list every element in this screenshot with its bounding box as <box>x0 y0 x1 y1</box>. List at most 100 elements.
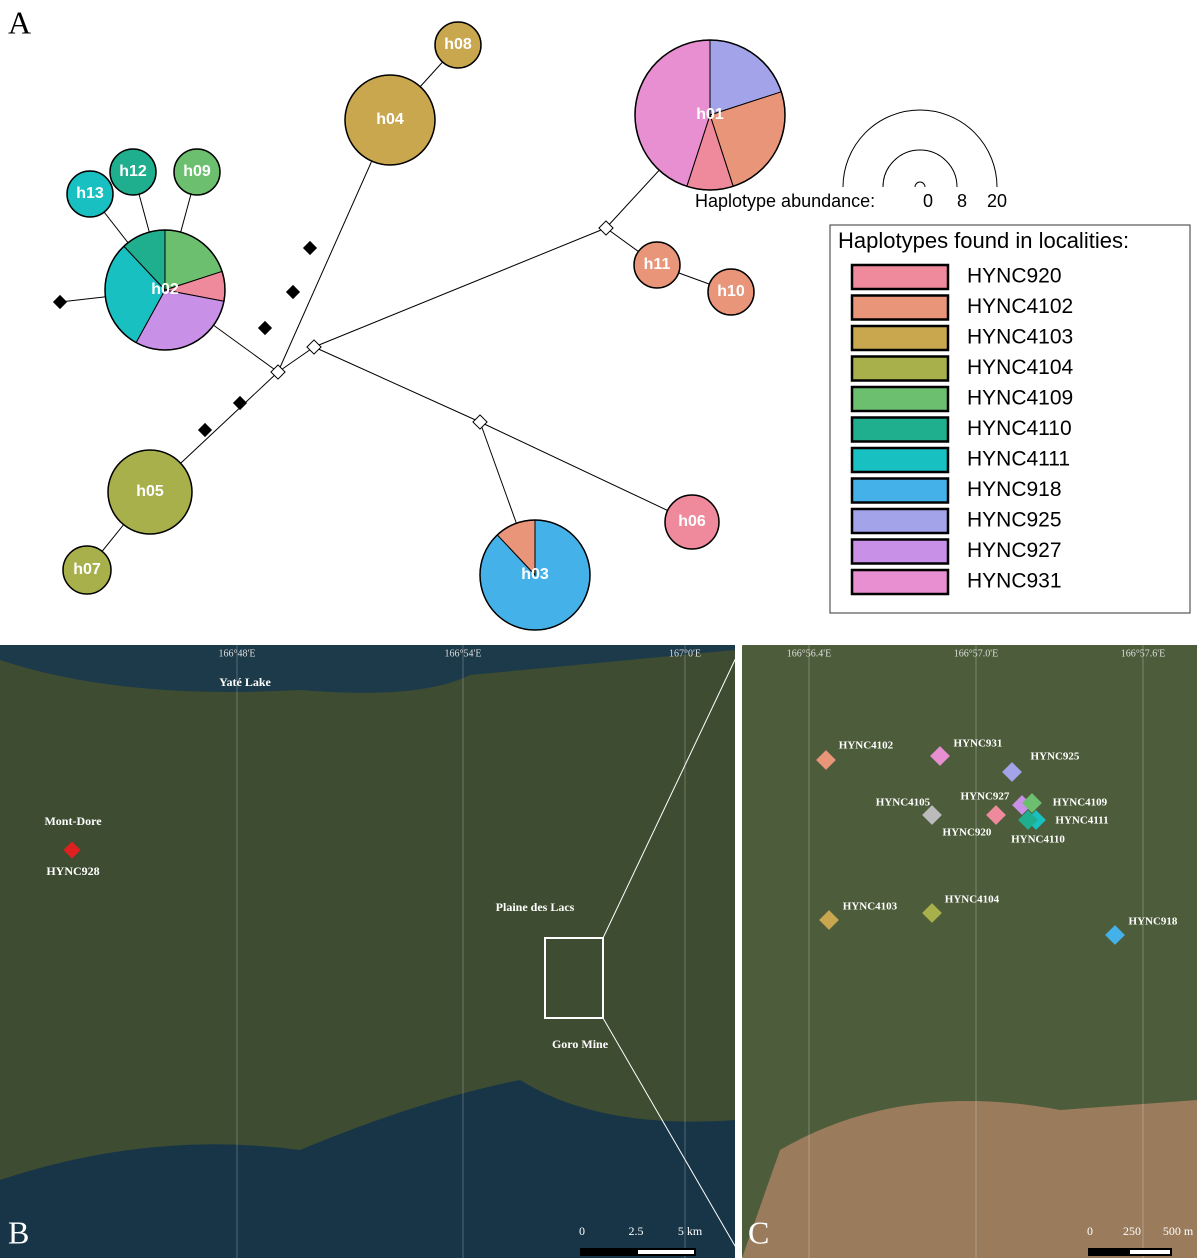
legend-swatch <box>850 538 950 565</box>
legend-label: HYNC925 <box>967 509 1062 532</box>
site-label: HYNC920 <box>943 827 992 839</box>
node-outline <box>344 74 436 166</box>
node-label: h05 <box>136 483 164 500</box>
node-label: h09 <box>183 163 211 180</box>
missing-haplotype <box>302 240 318 256</box>
legend-swatch <box>850 568 950 596</box>
water <box>0 1080 735 1258</box>
edge <box>479 421 693 523</box>
place-label: Mont-Dore <box>44 814 102 828</box>
scale-label: 0 <box>579 1224 585 1238</box>
legend-swatch <box>850 355 950 382</box>
site-marker <box>63 841 81 859</box>
scale-label: 0 <box>1087 1224 1093 1238</box>
zoom-line <box>602 1017 743 1258</box>
scale-bar <box>1130 1250 1170 1254</box>
legend-label: HYNC927 <box>967 539 1062 562</box>
site-marker <box>922 805 942 825</box>
node-label: h13 <box>76 185 104 202</box>
node-label: h12 <box>119 163 147 180</box>
site-label: HYNC4111 <box>1055 815 1108 827</box>
missing-haplotype <box>197 422 213 438</box>
abundance-scale <box>842 109 998 188</box>
legend-title: Haplotypes found in localities: <box>838 228 1129 253</box>
legend-swatch <box>850 477 950 504</box>
node-outline <box>434 21 482 69</box>
missing-haplotype <box>285 284 301 300</box>
site-marker <box>1018 810 1038 830</box>
longitude-label: 166°54'E <box>445 648 482 659</box>
longitude-label: 166°57.0'E <box>954 648 998 659</box>
site-marker <box>819 910 839 930</box>
legend-label: HYNC4110 <box>967 417 1072 440</box>
legend-label: HYNC931 <box>967 570 1062 593</box>
legend-swatch <box>850 294 950 321</box>
panel-label: C <box>748 1214 769 1250</box>
mine <box>742 1100 1197 1258</box>
node-outline <box>107 449 193 535</box>
place-label: HYNC928 <box>46 864 99 878</box>
site-label: HYNC4109 <box>1053 797 1108 809</box>
node-outline <box>479 519 591 631</box>
site-label: HYNC4103 <box>843 901 898 913</box>
site-label: HYNC925 <box>1031 751 1080 763</box>
legend-label: HYNC920 <box>967 265 1062 288</box>
panel-label: B <box>8 1214 29 1250</box>
site-label: HYNC4102 <box>839 740 894 752</box>
median-vector <box>270 364 286 380</box>
abundance-tick: 20 <box>987 191 1007 211</box>
node-outline <box>664 494 720 550</box>
longitude-label: 166°57.6'E <box>1121 648 1165 659</box>
legend-label: HYNC4111 <box>967 448 1070 471</box>
legend-swatch <box>850 385 950 413</box>
longitude-label: 166°48'E <box>219 648 256 659</box>
site-label: HYNC927 <box>961 791 1010 803</box>
node-outline <box>66 170 114 218</box>
node-label: h10 <box>717 283 745 300</box>
edge <box>313 346 481 423</box>
scale-label: 250 <box>1123 1224 1141 1238</box>
edge <box>313 227 607 348</box>
missing-haplotype <box>52 294 68 310</box>
node-label: h08 <box>444 36 472 53</box>
site-label: HYNC918 <box>1129 916 1178 928</box>
site-label: HYNC4110 <box>1011 834 1065 846</box>
site-marker <box>1105 925 1125 945</box>
legend-swatch <box>850 416 950 443</box>
scale-label: 2.5 <box>629 1224 644 1238</box>
legend-label: HYNC4102 <box>967 295 1073 318</box>
node-outline <box>707 268 755 316</box>
site-marker <box>922 903 942 923</box>
node-label: h01 <box>696 106 724 123</box>
site-marker <box>1022 793 1042 813</box>
site-marker <box>986 805 1006 825</box>
longitude-label: 166°56.4'E <box>787 648 831 659</box>
abundance-tick: 8 <box>957 191 967 211</box>
site-label: HYNC4105 <box>876 797 931 809</box>
legend-swatch <box>850 324 950 352</box>
missing-haplotype <box>257 320 273 336</box>
node-label: h04 <box>376 111 404 128</box>
legend-label: HYNC4109 <box>967 387 1073 410</box>
legend-label: HYNC4103 <box>967 326 1073 349</box>
zoom-line <box>602 644 743 939</box>
edge <box>277 119 391 373</box>
node-label: h02 <box>151 281 179 298</box>
place-label: Plaine des Lacs <box>496 900 575 914</box>
abundance-title: Haplotype abundance: <box>695 191 875 211</box>
scale-label: 5 km <box>678 1224 703 1238</box>
site-label: HYNC931 <box>954 738 1003 750</box>
node-outline <box>109 148 157 196</box>
node-outline <box>173 148 221 196</box>
edge <box>277 346 315 373</box>
node-label: h03 <box>521 566 549 583</box>
scale-label: 500 m <box>1163 1224 1194 1238</box>
site-marker <box>1002 762 1022 782</box>
scale-bar <box>638 1250 694 1254</box>
legend-label: HYNC4104 <box>967 356 1074 379</box>
node-outline <box>633 241 681 289</box>
legend-swatch <box>850 446 950 474</box>
legend-label: HYNC918 <box>967 478 1062 501</box>
abundance-tick: 0 <box>923 191 933 211</box>
